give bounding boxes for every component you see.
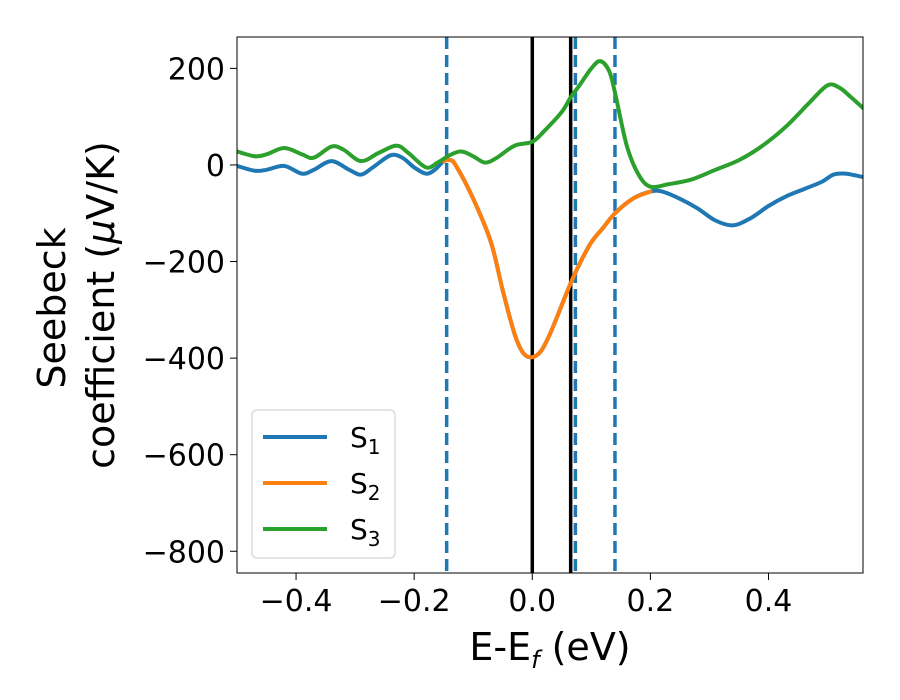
y-axis-title-mu: μ [79, 220, 123, 245]
y-tick-label: −200 [143, 246, 225, 281]
series-line-s2 [441, 157, 653, 360]
series-line-s1 [237, 152, 863, 360]
x-tick-label: 0.2 [627, 584, 675, 619]
x-axis-title-base: E-E [469, 625, 531, 669]
y-tick-label: −800 [143, 535, 225, 570]
legend-label-s1: S1 [350, 421, 381, 459]
y-axis-title-prefix: coefficient ( [79, 244, 123, 469]
y-axis-title-line1: Seebeck [30, 227, 74, 388]
plot-frame [236, 36, 864, 574]
y-tick-label: −600 [143, 439, 225, 474]
x-tick-label: −0.2 [378, 584, 451, 619]
y-axis-title-line2: coefficient (μV/K) [79, 141, 123, 469]
x-axis-title-suffix: (eV) [540, 625, 631, 669]
legend-label-s2: S2 [350, 467, 381, 505]
series-lines [237, 59, 863, 360]
x-tick-label: 0.4 [745, 584, 793, 619]
vertical-reference-lines [444, 37, 617, 573]
x-tick-label: 0.0 [508, 584, 556, 619]
legend: S1 S2 S3 [251, 409, 396, 559]
y-tick-label: 200 [168, 52, 225, 87]
legend-label-s3: S3 [350, 513, 381, 551]
y-axis-title-suffix: V/K) [79, 141, 123, 220]
series-line-s3 [237, 59, 863, 190]
x-axis-title: E-Ef (eV) [469, 625, 630, 674]
y-tick-label: −400 [143, 342, 225, 377]
y-tick-label: 0 [206, 149, 225, 184]
y-axis-ticks: 200 0 −200 −400 −600 −800 [143, 52, 237, 570]
x-axis-ticks: −0.4 −0.2 0.0 0.2 0.4 [260, 573, 793, 619]
x-tick-label: −0.4 [260, 584, 333, 619]
